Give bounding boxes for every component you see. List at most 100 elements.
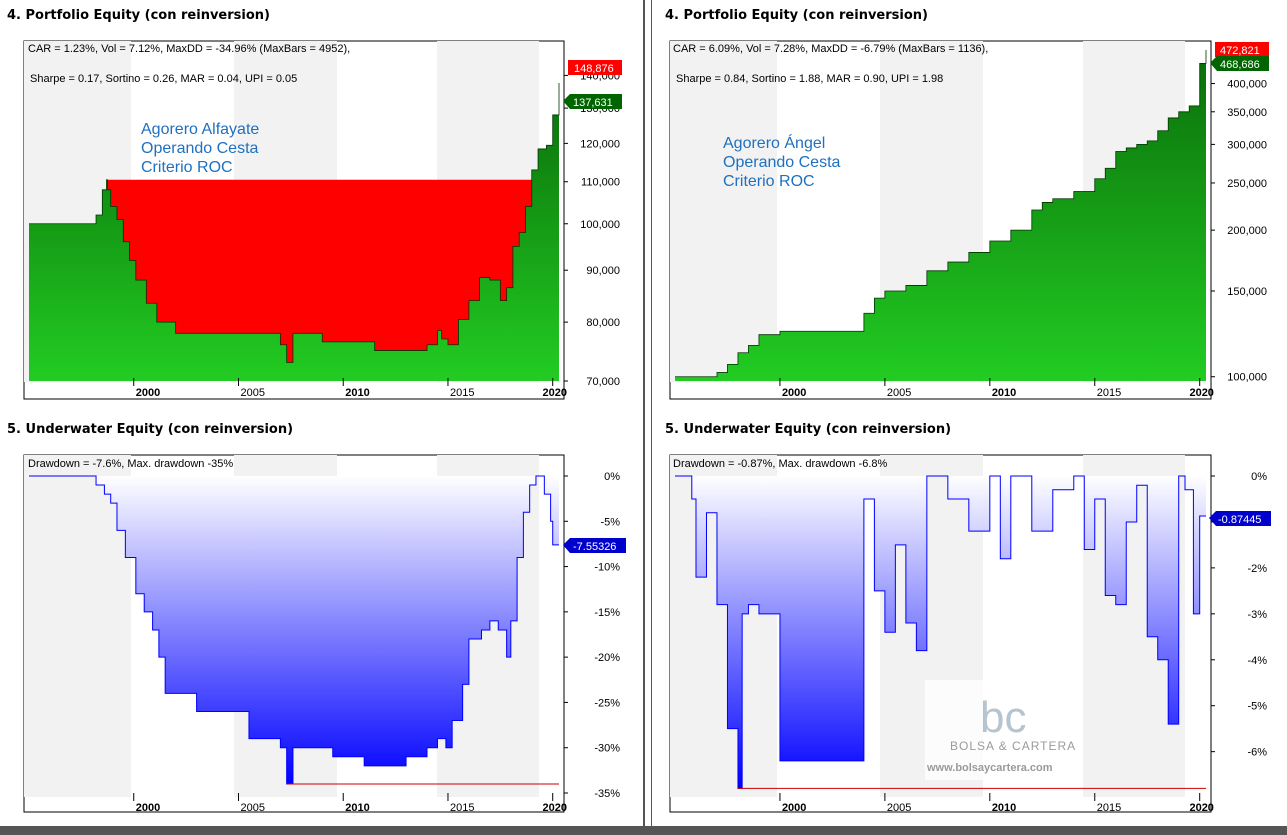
x-tick-label: 2020 [1189, 802, 1213, 814]
annotation-line-1: Agorero Ángel [723, 133, 825, 152]
equity-series [29, 82, 559, 382]
annotation-line-1: Agorero Alfayate [141, 121, 259, 138]
stats-line: Drawdown = -7.6%, Max. drawdown -35% [28, 458, 233, 470]
stats-line-1: CAR = 6.09%, Vol = 7.28%, MaxDD = -6.79%… [673, 43, 988, 55]
last-value-badge [1210, 56, 1269, 71]
y-axis: 70,000 80,000 90,000 100,000 110,000 120,000 1… [564, 70, 620, 388]
annotation-line-2: Operando Cesta [141, 140, 259, 157]
y-tick-label: -5% [1247, 701, 1267, 713]
y-tick-label: -5% [600, 516, 620, 528]
x-tick-label: 2000 [782, 802, 806, 814]
equity-line [29, 82, 560, 363]
last-high-label: 472,821 [1220, 45, 1260, 57]
left-underwater-chart: 5. Underwater Equity (con reinversion) D… [7, 422, 626, 814]
stats-line: Drawdown = -0.87%, Max. drawdown -6.8% [673, 458, 888, 470]
x-axis: 2000 2005 2010 2015 2020 [779, 378, 1214, 399]
y-tick-label: -4% [1247, 655, 1267, 667]
annotation-line-3: Criterio ROC [141, 159, 233, 176]
underwater-area [29, 475, 559, 785]
equity-line [675, 50, 1207, 378]
x-tick-label: 2015 [1097, 387, 1121, 399]
y-tick-label: 400,000 [1227, 79, 1267, 91]
stats-line-1: CAR = 1.23%, Vol = 7.12%, MaxDD = -34.96… [28, 43, 350, 55]
x-tick-label: 2000 [136, 387, 160, 399]
y-tick-label: -2% [1247, 563, 1267, 575]
watermark-logo: bc [980, 693, 1026, 742]
underwater-series [29, 476, 559, 784]
x-tick-label: 2005 [887, 802, 911, 814]
y-tick-label: 100,000 [1227, 372, 1267, 384]
y-tick-label: 110,000 [581, 177, 620, 189]
left-equity-chart: 4. Portfolio Equity (con reinversion) CA… [7, 8, 622, 400]
watermark-brand: BOLSA & CARTERA [950, 739, 1076, 753]
x-tick-label: 2015 [450, 387, 474, 399]
chart-title: 4. Portfolio Equity (con reinversion) [7, 8, 270, 23]
y-tick-label: -15% [594, 607, 620, 619]
y-tick-label: 100,000 [580, 219, 620, 231]
shade-band [24, 455, 131, 797]
y-tick-label: 120,000 [580, 138, 620, 150]
x-tick-label: 2020 [1189, 387, 1213, 399]
equity-series [675, 50, 1206, 381]
last-value-badge [1209, 511, 1271, 526]
last-value-label: -7.55326 [573, 541, 616, 553]
y-tick-label: -30% [594, 743, 620, 755]
y-tick-label: -25% [594, 697, 620, 709]
frame-shadow [0, 826, 1287, 835]
chart-title: 5. Underwater Equity (con reinversion) [7, 422, 293, 437]
chart-title: 5. Underwater Equity (con reinversion) [665, 422, 951, 437]
annotation-line-2: Operando Cesta [723, 154, 841, 171]
x-tick-label: 2010 [992, 802, 1016, 814]
annotation-line-3: Criterio ROC [723, 173, 815, 190]
y-tick-label: 250,000 [1227, 178, 1267, 190]
last-high-badge [1215, 42, 1269, 57]
y-tick-label: -35% [594, 788, 620, 800]
x-tick-label: 2015 [450, 802, 474, 814]
stats-line-2: Sharpe = 0.17, Sortino = 0.26, MAR = 0.0… [30, 73, 297, 85]
x-axis: 2000 2005 2010 2015 2020 [133, 378, 567, 399]
x-tick-label: 2005 [240, 802, 264, 814]
underwater-line [675, 475, 1206, 789]
y-tick-label: 80,000 [586, 317, 620, 329]
x-axis: 2000 2005 2010 2015 2020 [133, 793, 567, 814]
x-tick-label: 2010 [345, 802, 369, 814]
y-tick-label: -10% [594, 562, 620, 574]
underwater-area [675, 475, 1206, 789]
y-tick-label: 70,000 [586, 376, 620, 388]
x-axis: 2000 2005 2010 2015 2020 [779, 793, 1214, 814]
right-equity-chart: 4. Portfolio Equity (con reinversion) CA… [665, 8, 1269, 400]
y-tick-label: 350,000 [1227, 107, 1267, 119]
last-value-badge [563, 538, 626, 553]
x-tick-label: 2005 [887, 387, 911, 399]
watermark: bc BOLSA & CARTERA www.bolsaycartera.com [925, 680, 1080, 780]
last-value-label: 468,686 [1220, 59, 1260, 71]
y-tick-label: -6% [1247, 747, 1267, 759]
y-tick-label: 90,000 [586, 265, 620, 277]
y-tick-label: 0% [604, 471, 620, 483]
equity-area [675, 50, 1207, 381]
underwater-series [675, 476, 1206, 789]
shade-band [670, 41, 777, 382]
last-value-badge [563, 94, 622, 109]
y-axis: 100,000 150,000 200,000 250,000 300,000 350,0… [1211, 79, 1267, 384]
x-tick-label: 2020 [542, 802, 566, 814]
x-tick-label: 2010 [345, 387, 369, 399]
chart-title: 4. Portfolio Equity (con reinversion) [665, 8, 928, 23]
y-tick-label: -20% [594, 652, 620, 664]
drawdown-region [29, 82, 559, 382]
x-tick-label: 2010 [992, 387, 1016, 399]
last-value-label: -0.87445 [1218, 514, 1261, 526]
x-tick-label: 2000 [782, 387, 806, 399]
equity-area [29, 82, 560, 382]
last-high-label: 148,876 [574, 63, 614, 75]
y-tick-label: 200,000 [1227, 225, 1267, 237]
watermark-url: www.bolsaycartera.com [926, 762, 1053, 774]
x-tick-label: 2000 [136, 802, 160, 814]
watermark-backdrop [925, 680, 1080, 780]
y-axis: 0% -5% -10% -15% -20% -25% -30% -35% [564, 471, 620, 800]
y-tick-label: 300,000 [1227, 139, 1267, 151]
x-tick-label: 2005 [240, 387, 264, 399]
y-tick-label: 0% [1251, 471, 1267, 483]
last-value-label: 137,631 [573, 97, 613, 109]
